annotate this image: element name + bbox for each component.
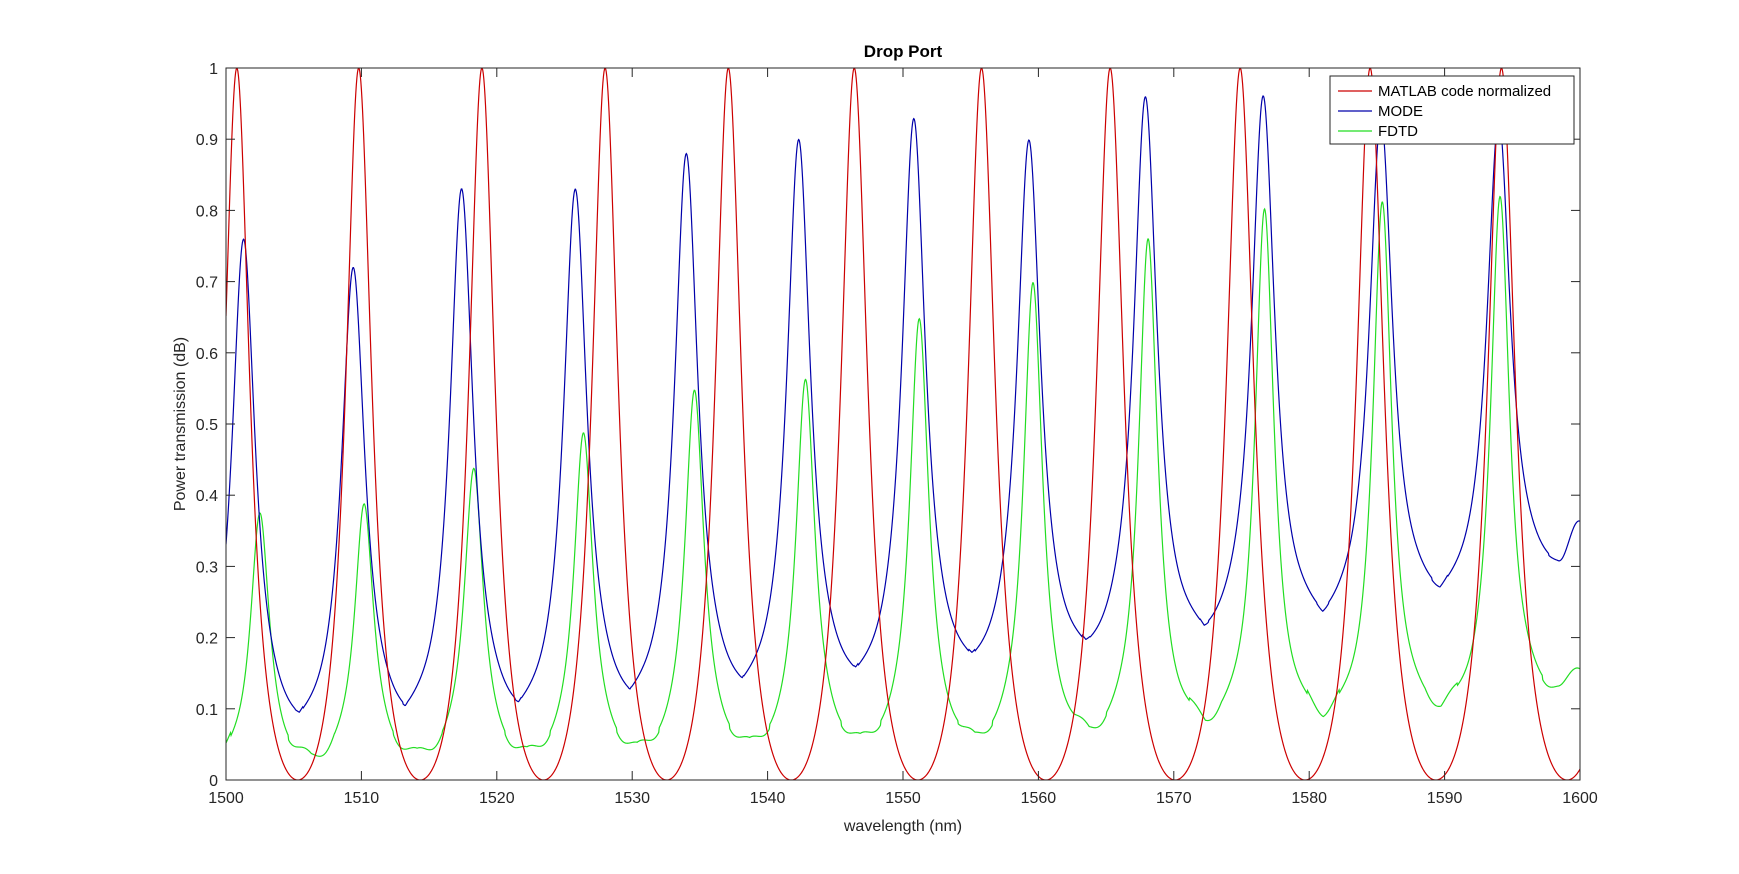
- y-tick-label: 0.9: [196, 132, 218, 149]
- x-tick-label: 1530: [614, 790, 650, 807]
- y-tick-label: 0.2: [196, 631, 218, 648]
- x-tick-label: 1560: [1021, 790, 1057, 807]
- x-tick-label: 1510: [344, 790, 380, 807]
- y-axis-label: Power transmission (dB): [172, 337, 189, 511]
- y-tick-label: 0.4: [196, 488, 218, 505]
- legend-entry: FDTD: [1378, 123, 1418, 140]
- legend-box: [1329, 75, 1575, 145]
- x-tick-label: 1570: [1156, 790, 1192, 807]
- legend-entry: MATLAB code normalized: [1378, 83, 1551, 100]
- y-tick-label: 0: [209, 773, 218, 790]
- series-line-fdtd: [226, 195, 1580, 757]
- x-tick-label: 1580: [1291, 790, 1327, 807]
- series-line-mode: [226, 95, 1580, 713]
- y-tick-label: 0.3: [196, 559, 218, 576]
- x-tick-label: 1520: [479, 790, 515, 807]
- x-tick-label: 1550: [885, 790, 921, 807]
- x-tick-label: 1540: [750, 790, 786, 807]
- series-line-matlab-code-normalized: [226, 68, 1580, 780]
- y-tick-label: 1: [209, 61, 218, 78]
- x-tick-label: 1500: [208, 790, 244, 807]
- y-tick-label: 0.1: [196, 702, 218, 719]
- series-group: [226, 68, 1580, 780]
- x-axis-label: wavelength (nm): [843, 818, 962, 835]
- x-tick-label: 1600: [1562, 790, 1598, 807]
- x-tick-label: 1590: [1427, 790, 1463, 807]
- y-tick-label: 0.7: [196, 275, 218, 292]
- legend: MATLAB code normalized MODE FDTD: [1329, 75, 1575, 145]
- y-tick-label: 0.8: [196, 203, 218, 220]
- ticks-group: 1500 1510 1520 1530 1540 1550 1560 1570 1580 1590…: [196, 61, 1598, 807]
- chart-title: Drop Port: [864, 42, 943, 61]
- legend-entry: MODE: [1378, 103, 1423, 120]
- y-tick-label: 0.5: [196, 417, 218, 434]
- y-tick-label: 0.6: [196, 346, 218, 363]
